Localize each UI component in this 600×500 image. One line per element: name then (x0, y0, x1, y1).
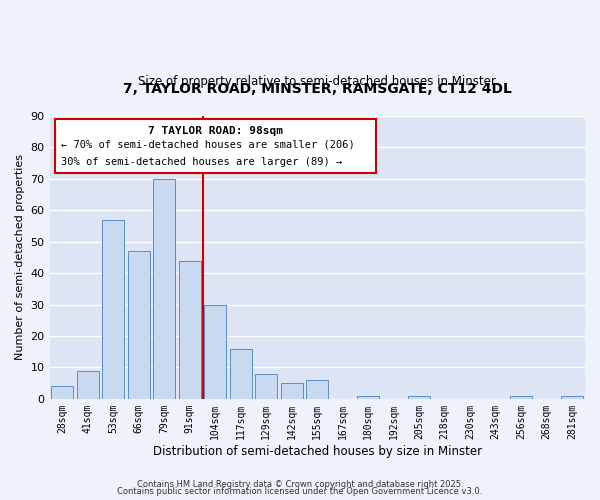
Bar (256, 374, 277, 399)
Bar (562, 396, 583, 399)
Text: 30% of semi-detached houses are larger (89) →: 30% of semi-detached houses are larger (… (61, 157, 343, 167)
Text: Contains public sector information licensed under the Open Government Licence v3: Contains public sector information licen… (118, 488, 482, 496)
Bar (307, 380, 328, 399)
Y-axis label: Number of semi-detached properties: Number of semi-detached properties (15, 154, 25, 360)
Bar (205, 304, 226, 399)
Bar (103, 220, 124, 399)
Text: 7, TAYLOR ROAD, MINSTER, RAMSGATE, CT12 4DL: 7, TAYLOR ROAD, MINSTER, RAMSGATE, CT12 … (123, 82, 512, 96)
Text: Contains HM Land Registry data © Crown copyright and database right 2025.: Contains HM Land Registry data © Crown c… (137, 480, 463, 489)
Bar (77, 370, 98, 399)
Bar (128, 251, 149, 399)
Bar (358, 396, 379, 399)
Title: Size of property relative to semi-detached houses in Minster: Size of property relative to semi-detach… (139, 76, 496, 88)
Bar (281, 383, 302, 399)
Bar (179, 260, 200, 399)
Text: ← 70% of semi-detached houses are smaller (206): ← 70% of semi-detached houses are smalle… (61, 140, 355, 150)
Bar (154, 179, 175, 399)
FancyBboxPatch shape (55, 119, 376, 172)
X-axis label: Distribution of semi-detached houses by size in Minster: Distribution of semi-detached houses by … (153, 444, 482, 458)
Bar (409, 396, 430, 399)
Text: 7 TAYLOR ROAD: 98sqm: 7 TAYLOR ROAD: 98sqm (148, 126, 283, 136)
Bar (230, 348, 251, 399)
Bar (52, 386, 73, 399)
Bar (511, 396, 532, 399)
